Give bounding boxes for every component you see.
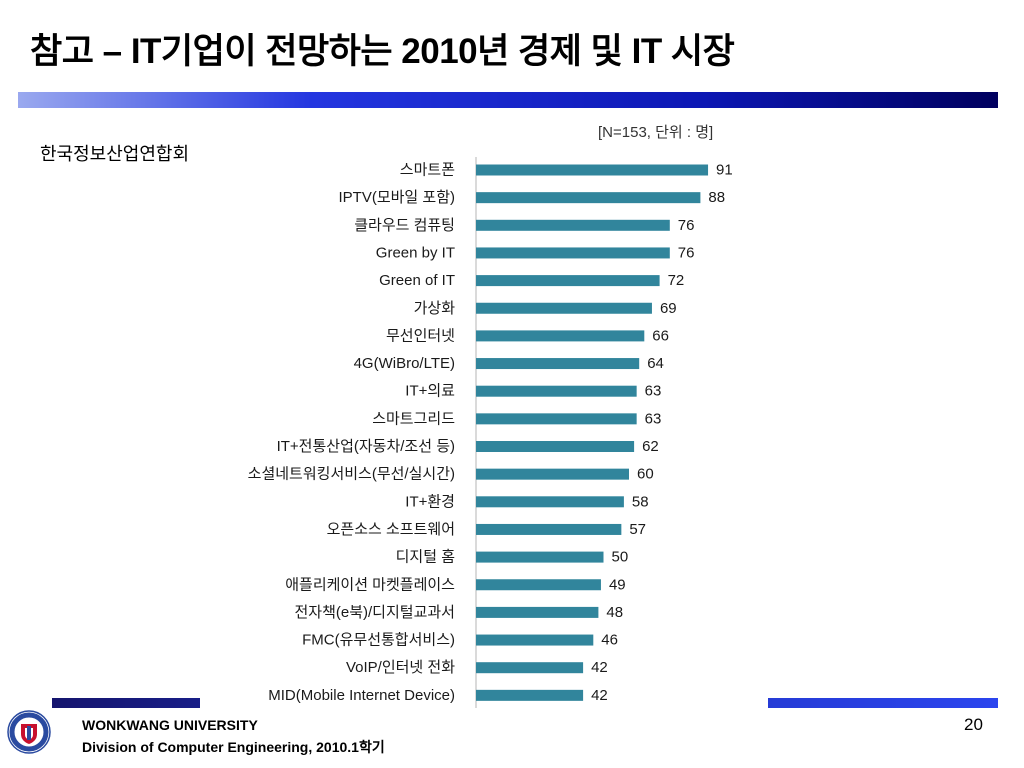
value-label: 72 <box>668 272 685 289</box>
bar-19 <box>476 662 584 674</box>
page-number: 20 <box>964 715 983 734</box>
bar-8 <box>476 358 640 370</box>
value-label: 49 <box>609 576 626 593</box>
bar-12 <box>476 468 629 480</box>
bar-4 <box>476 247 670 259</box>
bar-3 <box>476 219 670 231</box>
footer-university: WONKWANG UNIVERSITY <box>82 717 258 733</box>
bar-chart: 스마트폰 91 IPTV(모바일 포함) 88 클라우드 컴퓨팅 76 Green by I… <box>248 157 733 708</box>
category-label: VoIP/인터넷 전화 <box>346 659 455 676</box>
value-label: 69 <box>660 300 677 317</box>
value-label: 46 <box>601 632 618 649</box>
bar-13 <box>476 496 624 508</box>
value-label: 88 <box>708 189 725 206</box>
header-divider-bar <box>18 92 998 108</box>
category-label: 오픈소스 소프트웨어 <box>327 521 455 538</box>
category-label: 무선인터넷 <box>386 327 455 344</box>
value-label: 50 <box>612 549 629 566</box>
bar-10 <box>476 413 637 425</box>
value-label: 62 <box>642 438 659 455</box>
value-label: 63 <box>645 383 662 400</box>
bar-9 <box>476 385 637 397</box>
bar-20 <box>476 689 584 701</box>
chart-note: [N=153, 단위 : 명] <box>598 124 714 141</box>
chart-background <box>200 694 768 712</box>
value-label: 58 <box>632 493 649 510</box>
bar-15 <box>476 551 604 563</box>
category-label: 전자책(e북)/디지털교과서 <box>294 604 455 621</box>
category-label: IPTV(모바일 포함) <box>339 189 456 206</box>
category-label: 4G(WiBro/LTE) <box>354 355 455 372</box>
bar-14 <box>476 523 622 535</box>
value-label: 57 <box>629 521 646 538</box>
category-label: 스마트그리드 <box>372 410 455 427</box>
category-label: 디지털 홈 <box>396 548 455 566</box>
value-label: 42 <box>591 687 608 704</box>
slide-title: 참고 – IT기업이 전망하는 2010년 경제 및 IT 시장 <box>30 32 735 71</box>
bar-2 <box>476 192 701 204</box>
category-label: IT+환경 <box>405 493 455 510</box>
footer-course: Division of Computer Engineering, 2010.1… <box>82 739 385 755</box>
value-label: 76 <box>678 217 695 234</box>
category-label: 스마트폰 <box>400 162 455 179</box>
category-label: 가상화 <box>414 300 456 317</box>
bar-7 <box>476 330 645 342</box>
value-label: 60 <box>637 466 654 483</box>
bar-17 <box>476 606 599 618</box>
category-label: FMC(유무선통합서비스) <box>302 632 455 649</box>
category-label: IT+의료 <box>405 383 455 400</box>
value-label: 63 <box>645 410 662 427</box>
bar-6 <box>476 302 652 314</box>
university-logo <box>7 710 51 754</box>
bar-1 <box>476 164 709 176</box>
value-label: 76 <box>678 244 695 261</box>
category-label: IT+전통산업(자동차/조선 등) <box>277 438 455 455</box>
category-label: 애플리케이션 마켓플레이스 <box>285 576 455 593</box>
value-label: 66 <box>652 327 669 344</box>
category-label: 클라우드 컴퓨팅 <box>354 217 455 234</box>
category-label: 소셜네트워킹서비스(무선/실시간) <box>248 466 455 483</box>
source-label: 한국정보산업연합회 <box>40 144 190 164</box>
category-label: Green by IT <box>376 244 455 261</box>
value-label: 64 <box>647 355 664 372</box>
category-label: MID(Mobile Internet Device) <box>268 687 455 704</box>
value-label: 91 <box>716 162 733 179</box>
value-label: 42 <box>591 659 608 676</box>
bar-18 <box>476 634 594 646</box>
category-label: Green of IT <box>379 272 455 289</box>
bar-11 <box>476 441 635 452</box>
bar-5 <box>476 275 660 287</box>
bar-16 <box>476 579 601 591</box>
value-label: 48 <box>606 604 623 621</box>
